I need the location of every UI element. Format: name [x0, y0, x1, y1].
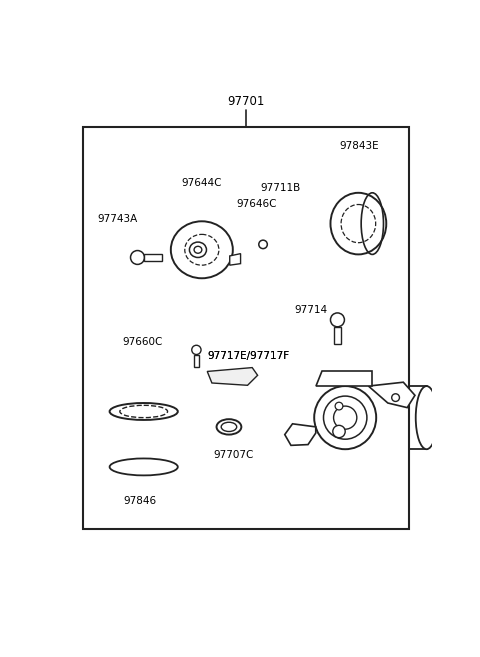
- Text: 97711B: 97711B: [260, 183, 300, 193]
- Text: 97660C: 97660C: [122, 337, 162, 347]
- Polygon shape: [369, 382, 415, 407]
- Ellipse shape: [109, 403, 178, 420]
- Polygon shape: [285, 424, 316, 445]
- Ellipse shape: [221, 422, 237, 432]
- Text: 97717E/97717F: 97717E/97717F: [207, 351, 289, 361]
- Bar: [144, 254, 162, 261]
- Circle shape: [131, 250, 144, 264]
- Ellipse shape: [216, 419, 241, 434]
- Text: 97743A: 97743A: [97, 214, 137, 224]
- Text: 97714: 97714: [294, 305, 327, 315]
- Ellipse shape: [330, 193, 386, 254]
- Circle shape: [333, 425, 345, 438]
- Polygon shape: [316, 371, 372, 386]
- Text: 97843E: 97843E: [339, 141, 379, 151]
- Circle shape: [192, 346, 201, 355]
- Ellipse shape: [190, 242, 206, 258]
- Circle shape: [259, 240, 267, 248]
- Polygon shape: [207, 367, 258, 385]
- Text: 97846: 97846: [123, 496, 156, 506]
- Ellipse shape: [341, 204, 376, 242]
- Ellipse shape: [416, 386, 437, 449]
- Bar: [335, 327, 340, 344]
- Circle shape: [335, 402, 343, 410]
- Ellipse shape: [314, 386, 376, 449]
- Circle shape: [324, 396, 367, 439]
- Bar: [83, 127, 409, 528]
- Polygon shape: [230, 254, 240, 265]
- Text: 97644C: 97644C: [181, 178, 222, 188]
- Text: 97646C: 97646C: [237, 198, 277, 208]
- Ellipse shape: [109, 459, 178, 476]
- Circle shape: [334, 406, 357, 429]
- Text: 97707C: 97707C: [214, 449, 254, 460]
- Circle shape: [392, 394, 399, 401]
- Bar: [194, 355, 199, 367]
- Circle shape: [330, 313, 345, 327]
- Text: 97701: 97701: [228, 95, 264, 108]
- Text: 97717E/97717F: 97717E/97717F: [207, 351, 289, 361]
- Ellipse shape: [194, 246, 202, 253]
- Ellipse shape: [171, 221, 233, 279]
